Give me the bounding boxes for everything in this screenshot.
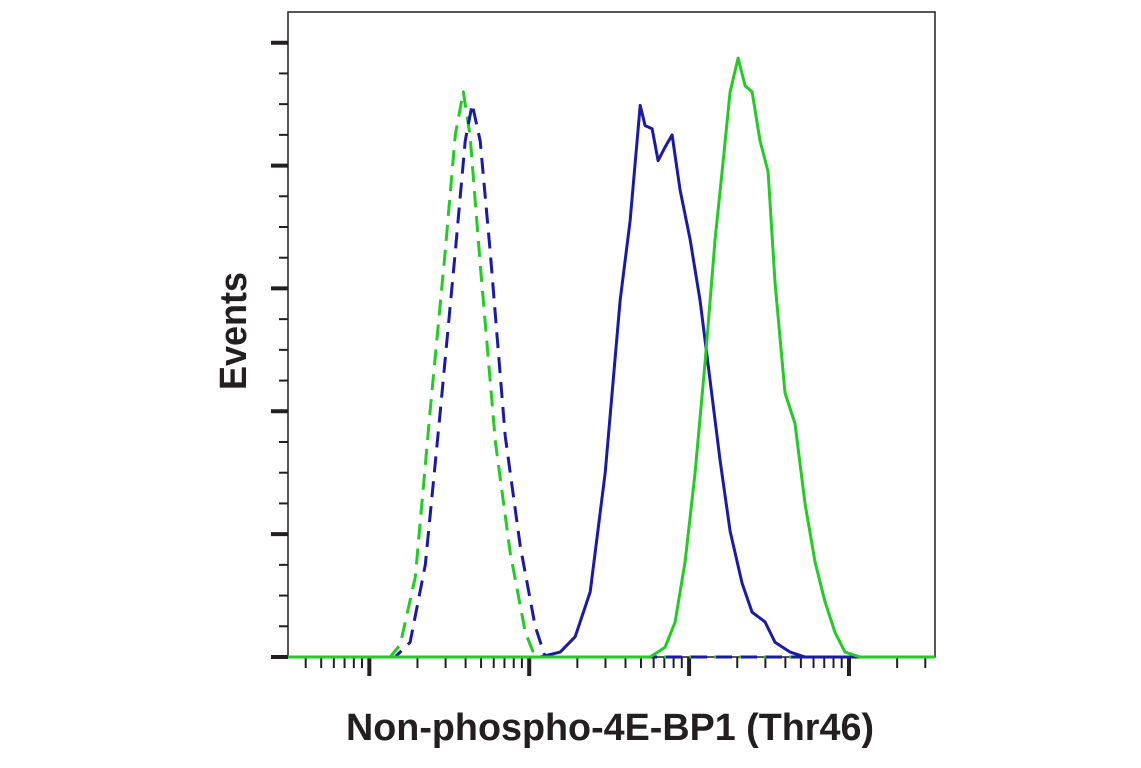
histogram-line — [288, 103, 935, 659]
histogram-line — [288, 102, 935, 659]
histogram-line — [288, 90, 935, 659]
x-axis-label: Non-phospho-4E-BP1 (Thr46) — [346, 707, 874, 749]
y-axis-label: Events — [213, 272, 255, 390]
histogram-line — [288, 56, 935, 659]
plot-frame — [287, 11, 936, 658]
